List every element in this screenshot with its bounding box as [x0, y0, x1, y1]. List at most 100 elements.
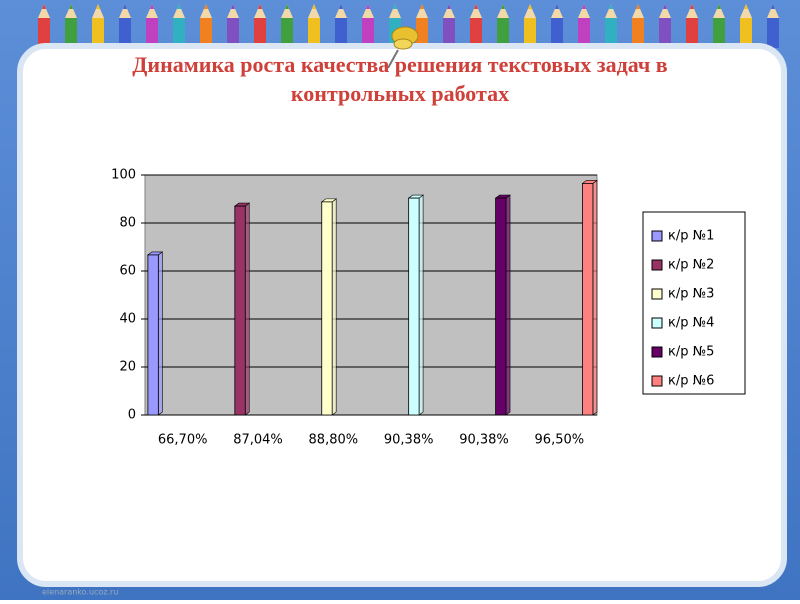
pencil-tip — [659, 4, 671, 18]
pencil-lead — [501, 4, 505, 9]
pencil-lead — [96, 4, 100, 9]
y-tick-label: 20 — [119, 360, 136, 375]
pencil — [281, 18, 293, 48]
pencil-tip — [713, 4, 725, 18]
pencil-lead — [231, 4, 235, 9]
pencil — [335, 18, 347, 48]
legend-label: к/р №4 — [668, 316, 714, 331]
pencil-tip — [470, 4, 482, 18]
legend-swatch — [651, 230, 663, 242]
bar — [582, 182, 594, 416]
pencil — [227, 18, 239, 48]
pencil — [686, 18, 698, 48]
pencil — [65, 18, 77, 48]
bar-side — [331, 198, 337, 416]
pencil-tip — [524, 4, 536, 18]
pencil-lead — [717, 4, 721, 9]
pencil-lead — [582, 4, 586, 9]
y-tick-label: 40 — [119, 312, 136, 327]
pencil — [254, 18, 266, 48]
pencil — [767, 18, 779, 48]
legend-label: к/р №5 — [668, 345, 714, 360]
pencil-tip — [362, 4, 374, 18]
pencil — [173, 18, 185, 48]
pencil-tip — [65, 4, 77, 18]
pencil-tip — [146, 4, 158, 18]
pencil — [659, 18, 671, 48]
pin — [387, 26, 419, 69]
pencil — [92, 18, 104, 48]
bar-side — [418, 194, 424, 416]
legend-label: к/р №2 — [668, 258, 714, 273]
bar-side — [158, 251, 163, 416]
bar — [147, 254, 159, 416]
pencil-tip — [632, 4, 644, 18]
pencil-tip — [254, 4, 266, 18]
legend-swatch — [651, 317, 663, 329]
pencil-tip — [227, 4, 239, 18]
pencil-lead — [204, 4, 208, 9]
pencil-lead — [636, 4, 640, 9]
pencil-lead — [123, 4, 127, 9]
legend-swatch — [651, 259, 663, 271]
pencil-tip — [578, 4, 590, 18]
pencil-lead — [339, 4, 343, 9]
bar — [495, 197, 507, 416]
pencil-tip — [92, 4, 104, 18]
pencil-tip — [308, 4, 320, 18]
legend-label: к/р №6 — [668, 374, 714, 389]
bar-side — [592, 179, 598, 416]
bar — [234, 205, 246, 416]
pencil-tip — [551, 4, 563, 18]
pencil-lead — [366, 4, 370, 9]
pencil-lead — [474, 4, 478, 9]
legend-swatch — [651, 375, 663, 387]
x-tick-label: 90,38% — [384, 433, 434, 448]
title-line: контрольных работах — [291, 81, 509, 106]
y-tick-label: 60 — [119, 264, 136, 279]
pencil — [200, 18, 212, 48]
pencil-lead — [420, 4, 424, 9]
pencil — [38, 18, 50, 48]
x-tick-label: 96,50% — [535, 433, 585, 448]
y-tick-label: 0 — [128, 408, 136, 423]
pencil-lead — [285, 4, 289, 9]
pencil — [497, 18, 509, 48]
pencil-lead — [447, 4, 451, 9]
pencil-lead — [528, 4, 532, 9]
pencil-lead — [177, 4, 181, 9]
pencil — [308, 18, 320, 48]
footer: elenaranko.ucoz.ru — [42, 588, 118, 597]
pencil-lead — [771, 4, 775, 9]
pencil-tip — [443, 4, 455, 18]
pencil-tip — [497, 4, 509, 18]
bar — [408, 197, 420, 416]
pencil-lead — [150, 4, 154, 9]
plot-area — [144, 174, 598, 416]
pencil-lead — [69, 4, 73, 9]
legend-box — [642, 211, 746, 395]
pencil — [605, 18, 617, 48]
pencil-tip — [389, 4, 401, 18]
bar-side — [244, 202, 250, 416]
pencil — [470, 18, 482, 48]
bar-side — [505, 194, 511, 416]
legend-label: к/р №3 — [668, 287, 714, 302]
y-tick-label: 100 — [111, 168, 136, 183]
pencil — [443, 18, 455, 48]
legend-swatch — [651, 288, 663, 300]
title-line: Динамика роста качества решения текстовы… — [132, 52, 667, 77]
pencil-lead — [393, 4, 397, 9]
pencil — [713, 18, 725, 48]
y-tick-label: 80 — [119, 216, 136, 231]
pencil — [578, 18, 590, 48]
pencil-tip — [605, 4, 617, 18]
x-tick-label: 90,38% — [459, 433, 509, 448]
pencil-lead — [609, 4, 613, 9]
pencil — [524, 18, 536, 48]
pencil — [740, 18, 752, 48]
pencils — [38, 4, 779, 48]
pencil-tip — [335, 4, 347, 18]
